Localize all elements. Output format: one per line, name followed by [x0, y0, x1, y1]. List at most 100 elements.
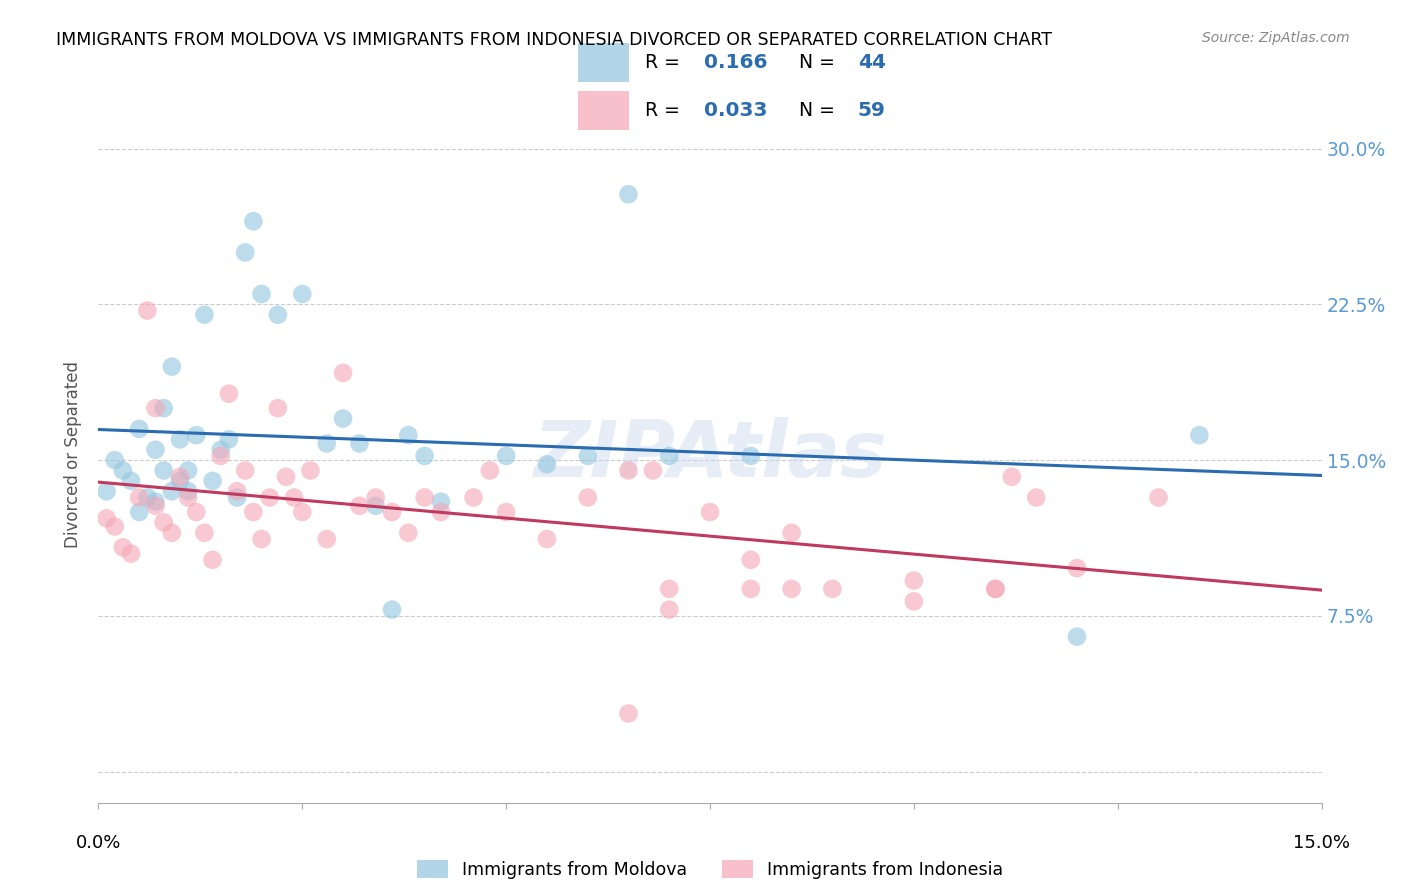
Point: [381, 602, 404, 616]
Point: [396, 525, 419, 540]
Point: [1147, 491, 1170, 505]
Point: [274, 469, 297, 483]
Point: [128, 505, 150, 519]
Point: [430, 494, 453, 508]
Point: [315, 532, 337, 546]
Point: [233, 245, 256, 260]
Point: [267, 401, 290, 416]
Text: R =: R =: [645, 101, 686, 120]
Point: [201, 553, 224, 567]
Point: [299, 463, 322, 477]
Point: [430, 505, 453, 519]
Point: [136, 491, 159, 505]
Point: [821, 582, 844, 596]
Point: [160, 359, 183, 374]
Text: 0.166: 0.166: [704, 53, 768, 72]
Point: [658, 449, 681, 463]
Point: [96, 484, 118, 499]
Point: [169, 469, 191, 483]
Text: ZIPAtlas: ZIPAtlas: [533, 417, 887, 493]
Point: [617, 463, 640, 477]
Point: [699, 505, 721, 519]
Point: [186, 428, 208, 442]
Point: [641, 463, 664, 477]
Point: [413, 449, 436, 463]
Text: 0.0%: 0.0%: [76, 834, 121, 852]
Point: [209, 442, 232, 457]
Point: [250, 287, 273, 301]
Point: [160, 484, 183, 499]
Text: N =: N =: [799, 53, 841, 72]
Point: [478, 463, 501, 477]
Point: [495, 449, 517, 463]
Point: [364, 499, 387, 513]
Point: [152, 516, 174, 530]
Point: [242, 214, 264, 228]
Point: [364, 491, 387, 505]
Point: [177, 484, 200, 499]
Text: R =: R =: [645, 53, 686, 72]
Point: [1188, 428, 1211, 442]
Point: [349, 436, 371, 450]
Point: [186, 505, 208, 519]
Point: [267, 308, 290, 322]
Point: [396, 428, 419, 442]
Point: [381, 505, 404, 519]
Point: [250, 532, 273, 546]
Point: [128, 491, 150, 505]
Text: 0.033: 0.033: [704, 101, 768, 120]
Point: [145, 499, 167, 513]
Point: [1025, 491, 1047, 505]
Text: N =: N =: [799, 101, 841, 120]
Point: [145, 494, 167, 508]
Point: [242, 505, 264, 519]
Point: [740, 449, 762, 463]
Point: [617, 187, 640, 202]
Point: [780, 525, 803, 540]
Point: [291, 505, 314, 519]
Point: [332, 411, 354, 425]
Point: [1066, 561, 1088, 575]
Point: [233, 463, 256, 477]
Point: [145, 401, 167, 416]
Legend: Immigrants from Moldova, Immigrants from Indonesia: Immigrants from Moldova, Immigrants from…: [411, 854, 1010, 886]
Point: [1066, 630, 1088, 644]
Point: [332, 366, 354, 380]
Point: [111, 463, 134, 477]
Point: [226, 484, 249, 499]
Point: [259, 491, 281, 505]
Point: [463, 491, 485, 505]
Point: [226, 491, 249, 505]
Point: [177, 463, 200, 477]
Point: [903, 574, 925, 588]
Text: 44: 44: [858, 53, 886, 72]
Point: [413, 491, 436, 505]
Point: [740, 553, 762, 567]
Point: [104, 519, 127, 533]
Point: [177, 491, 200, 505]
Point: [984, 582, 1007, 596]
Point: [349, 499, 371, 513]
Point: [1001, 469, 1024, 483]
Point: [576, 449, 599, 463]
Point: [96, 511, 118, 525]
Text: IMMIGRANTS FROM MOLDOVA VS IMMIGRANTS FROM INDONESIA DIVORCED OR SEPARATED CORRE: IMMIGRANTS FROM MOLDOVA VS IMMIGRANTS FR…: [56, 31, 1052, 49]
Text: 59: 59: [858, 101, 886, 120]
FancyBboxPatch shape: [578, 91, 630, 130]
Point: [315, 436, 337, 450]
Point: [136, 303, 159, 318]
Point: [145, 442, 167, 457]
Point: [169, 474, 191, 488]
Point: [576, 491, 599, 505]
Point: [658, 602, 681, 616]
Point: [209, 449, 232, 463]
Text: 15.0%: 15.0%: [1294, 834, 1350, 852]
Point: [536, 532, 558, 546]
Point: [536, 457, 558, 471]
Point: [291, 287, 314, 301]
Point: [169, 433, 191, 447]
Point: [120, 474, 142, 488]
Point: [218, 386, 240, 401]
Point: [218, 433, 240, 447]
Point: [780, 582, 803, 596]
